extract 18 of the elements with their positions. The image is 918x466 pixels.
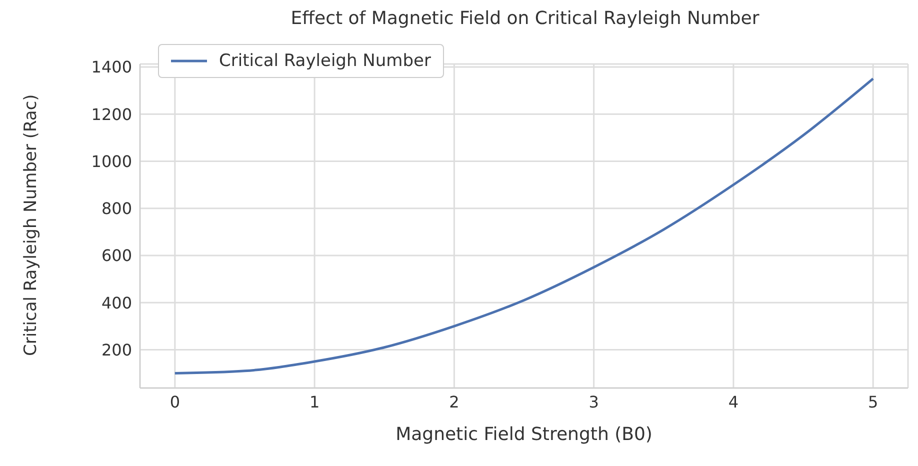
y-tick-label: 1200 (91, 104, 132, 124)
x-tick-label: 5 (868, 392, 878, 412)
y-axis-title: Critical Rayleigh Number (Rac) (21, 94, 42, 356)
x-axis-title: Magnetic Field Strength (B0) (396, 424, 652, 445)
x-tick-label: 3 (588, 392, 599, 412)
x-tick-label: 0 (170, 392, 180, 412)
x-tick-label: 1 (309, 392, 320, 412)
y-tick-label: 400 (101, 293, 132, 312)
x-tick-label: 4 (728, 392, 739, 412)
y-tick-label: 1000 (91, 152, 132, 171)
y-tick-label: 800 (101, 199, 132, 218)
line-series (174, 77, 874, 375)
y-tick-label: 1400 (91, 58, 132, 77)
chart-title: Effect of Magnetic Field on Critical Rayleigh Number (290, 8, 760, 29)
x-tick-label: 2 (449, 392, 460, 412)
y-tick-label: 600 (101, 246, 132, 266)
legend-label: Critical Rayleigh Number (219, 51, 431, 71)
y-tick-label: 200 (101, 340, 132, 360)
